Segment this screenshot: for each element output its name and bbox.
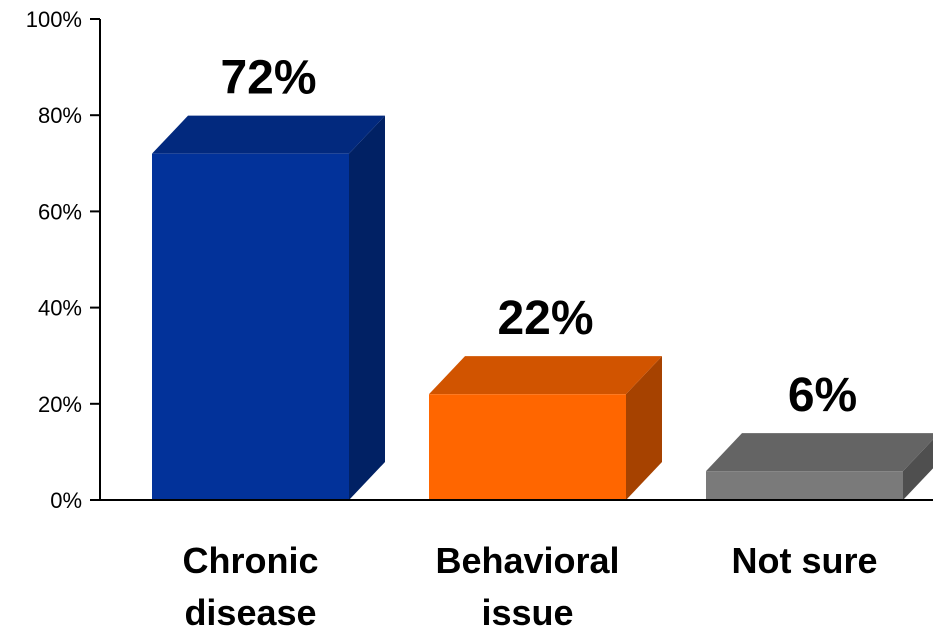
y-tick-label: 100% — [26, 7, 82, 32]
y-tick-label: 80% — [38, 103, 82, 128]
value-label: 72% — [220, 52, 316, 105]
bar-top-face — [152, 115, 385, 154]
bar-top-face — [706, 433, 933, 472]
x-category-label-line: disease — [184, 592, 316, 633]
x-category-label-line: Chronic — [182, 540, 318, 581]
bar — [706, 433, 933, 500]
bar — [152, 115, 385, 501]
y-tick-label: 0% — [50, 488, 82, 513]
bar-front-face — [706, 471, 903, 500]
bar-side-face — [349, 115, 385, 501]
bar — [429, 356, 662, 500]
bar-front-face — [429, 394, 626, 500]
y-tick-label: 40% — [38, 296, 82, 321]
y-axis-ticks: 0% 20% 40% 60% 80% 100% — [26, 7, 100, 513]
bar-top-face — [429, 356, 662, 395]
x-category-label: Not sure — [731, 540, 877, 581]
value-label: 22% — [497, 292, 593, 345]
value-label: 6% — [788, 369, 857, 422]
bar-side-face — [626, 356, 662, 500]
y-tick-label: 60% — [38, 199, 82, 224]
value-labels: 72% 22% 6% — [220, 52, 857, 422]
x-category-label: Behavioral issue — [435, 540, 619, 633]
bar-side-face — [903, 439, 933, 500]
x-category-label-line: issue — [481, 592, 573, 633]
bars — [152, 115, 933, 501]
bar-front-face — [152, 153, 349, 500]
x-category-label: Chronic disease — [182, 540, 318, 633]
category-labels: Chronic disease Behavioral issue Not sure — [182, 540, 877, 633]
x-category-label-line: Behavioral — [435, 540, 619, 581]
x-category-label-line: Not sure — [731, 540, 877, 581]
y-tick-label: 20% — [38, 392, 82, 417]
